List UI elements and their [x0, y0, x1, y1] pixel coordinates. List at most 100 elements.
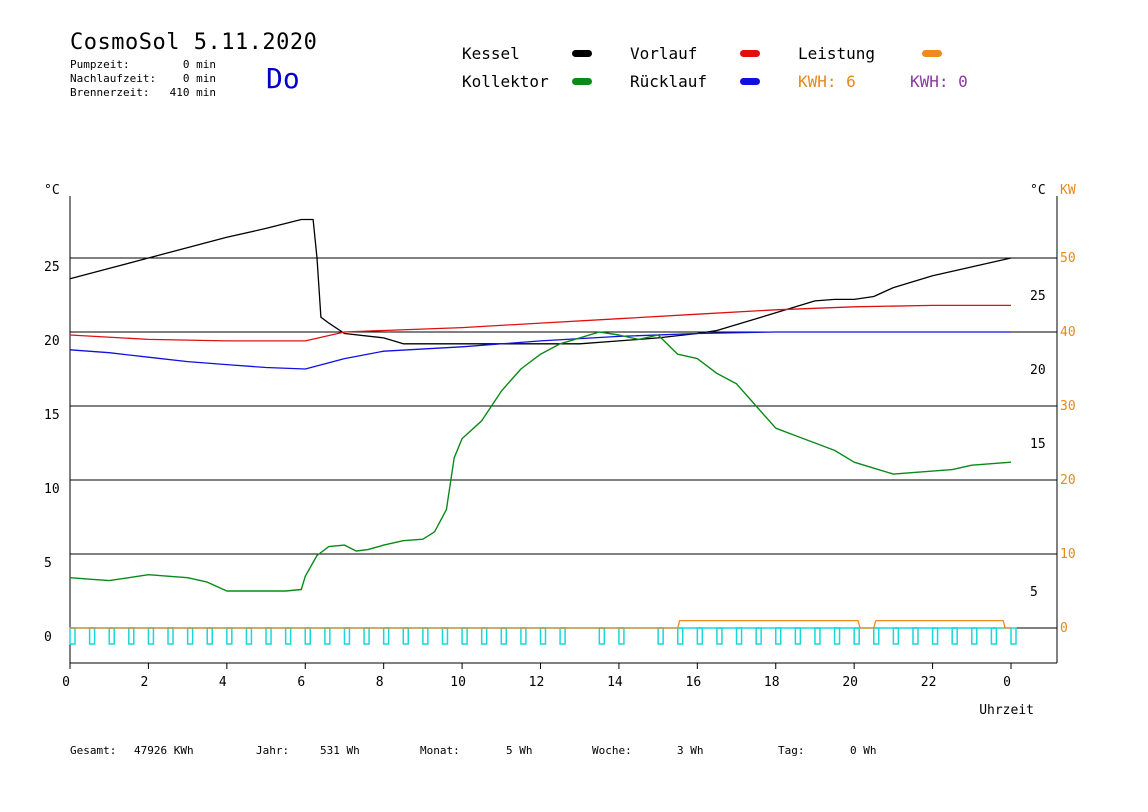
brennerzeit-label: Brennerzeit:	[70, 86, 150, 99]
x-tick-label: 18	[764, 675, 780, 690]
x-tick-label: 8	[376, 675, 384, 690]
x-tick-label: 16	[686, 675, 702, 690]
pump-pulse	[1010, 627, 1017, 645]
pump-pulse	[539, 627, 547, 645]
y-tick-label-kw: 30	[1060, 399, 1076, 414]
pump-pulse	[128, 627, 135, 645]
legend-ruecklauf-swatch	[740, 78, 760, 85]
x-tick-label: 4	[219, 675, 227, 690]
pump-pulse	[990, 627, 998, 645]
pump-pulse	[892, 627, 900, 645]
footer-tag-value: 0 Wh	[850, 744, 877, 757]
legend-vorlauf-label: Vorlauf	[630, 44, 698, 63]
y-tick-label-kw: 0	[1060, 621, 1068, 636]
pump-pulse	[696, 627, 704, 645]
series-ruecklauf-line	[69, 331, 1011, 370]
y-tick-label-left: 10	[44, 482, 60, 497]
legend-leistung-swatch	[922, 50, 942, 57]
y-tick-label-left: 15	[44, 408, 60, 423]
pumpzeit-label: Pumpzeit:	[70, 58, 130, 71]
x-tick-label: 6	[297, 675, 305, 690]
y-tick-label-kw: 50	[1060, 251, 1076, 266]
x-axis-label: Uhrzeit	[979, 703, 1034, 718]
pump-pulse	[775, 627, 782, 645]
pump-pulse	[951, 627, 958, 645]
pump-pulse	[422, 627, 429, 645]
pump-pulse	[265, 627, 272, 645]
pump-pulse	[147, 627, 155, 645]
weekday-label: Do	[266, 62, 300, 95]
legend-vorlauf-swatch	[740, 50, 760, 57]
pump-pulse	[912, 627, 919, 645]
pump-pulse	[559, 627, 566, 645]
pump-pulse	[794, 627, 802, 645]
y-tick-label-left: 20	[44, 334, 60, 349]
x-tick-label: 20	[842, 675, 858, 690]
pump-pulse	[873, 627, 880, 645]
pump-pulse	[833, 627, 841, 645]
legend-kessel-label: Kessel	[462, 44, 520, 63]
nachlaufzeit-label: Nachlaufzeit:	[70, 72, 157, 85]
y-tick-label-kw: 20	[1060, 473, 1076, 488]
legend-kwh-other: KWH: 0	[910, 72, 968, 91]
y-tick-label-right: 20	[1030, 363, 1046, 378]
pump-pulse	[931, 627, 939, 645]
series-vorlauf-line	[69, 304, 1011, 342]
pump-pulse	[245, 627, 253, 645]
pump-pulse	[520, 627, 527, 645]
y-tick-label-right: 5	[1030, 585, 1038, 600]
pump-pulse	[284, 627, 292, 645]
y-tick-label-left: 25	[44, 260, 60, 275]
footer-woche-value: 3 Wh	[677, 744, 704, 757]
pump-pulse	[618, 627, 625, 645]
pump-pulse	[500, 627, 508, 645]
brennerzeit-value: 410 min	[169, 86, 216, 99]
pump-pulse	[441, 627, 449, 645]
footer-woche-label: Woche:	[592, 744, 632, 757]
pump-pulse	[814, 627, 821, 645]
pump-pulse	[382, 627, 390, 645]
pump-pulse	[206, 627, 213, 645]
pump-pulse	[363, 627, 370, 645]
legend-ruecklauf-label: Rücklauf	[630, 72, 708, 91]
series-leistung-line	[70, 619, 1011, 629]
pump-pulse	[167, 627, 174, 645]
legend-kollektor-swatch	[572, 78, 592, 85]
footer-gesamt-value: 47926 KWh	[134, 744, 194, 757]
pump-pulse	[226, 627, 233, 645]
footer-gesamt-label: Gesamt:	[70, 744, 117, 757]
series-kessel-line	[69, 218, 1012, 345]
pump-pulse	[971, 627, 978, 645]
pump-pulse	[598, 627, 606, 645]
pump-pulse	[755, 627, 762, 645]
y-tick-label-kw: 10	[1060, 547, 1076, 562]
series-kollektor-line	[69, 331, 1012, 592]
legend-kessel-swatch	[572, 50, 592, 57]
page-title: CosmoSol 5.11.2020	[70, 30, 318, 55]
legend-leistung-label: Leistung	[798, 44, 876, 63]
y-tick-label-right: 15	[1030, 437, 1046, 452]
pump-pulse	[324, 627, 331, 645]
x-tick-label: 14	[607, 675, 623, 690]
pump-pulse	[186, 627, 194, 645]
pump-pulse	[343, 627, 351, 645]
nachlaufzeit-value: 0 min	[182, 72, 216, 85]
y-tick-label-kw: 40	[1060, 325, 1076, 340]
x-tick-label: 2	[141, 675, 149, 690]
pump-pulse	[735, 627, 743, 645]
pump-pulse	[108, 627, 115, 645]
y-tick-label-left: 0	[44, 630, 52, 645]
footer-monat-value: 5 Wh	[506, 744, 533, 757]
pump-pulse	[461, 627, 468, 645]
x-tick-label: 22	[921, 675, 937, 690]
pump-pulse	[402, 627, 410, 645]
y-axis-left-unit: °C	[44, 183, 60, 198]
pump-pulse	[69, 627, 76, 645]
pump-pulse	[88, 627, 96, 645]
footer-jahr-label: Jahr:	[256, 744, 290, 757]
y-axis-right-unit: °C	[1030, 183, 1046, 198]
footer-jahr-value: 531 Wh	[320, 744, 360, 757]
y-tick-label-right: 25	[1030, 289, 1046, 304]
legend-kwh-solar: KWH: 6	[798, 72, 856, 91]
